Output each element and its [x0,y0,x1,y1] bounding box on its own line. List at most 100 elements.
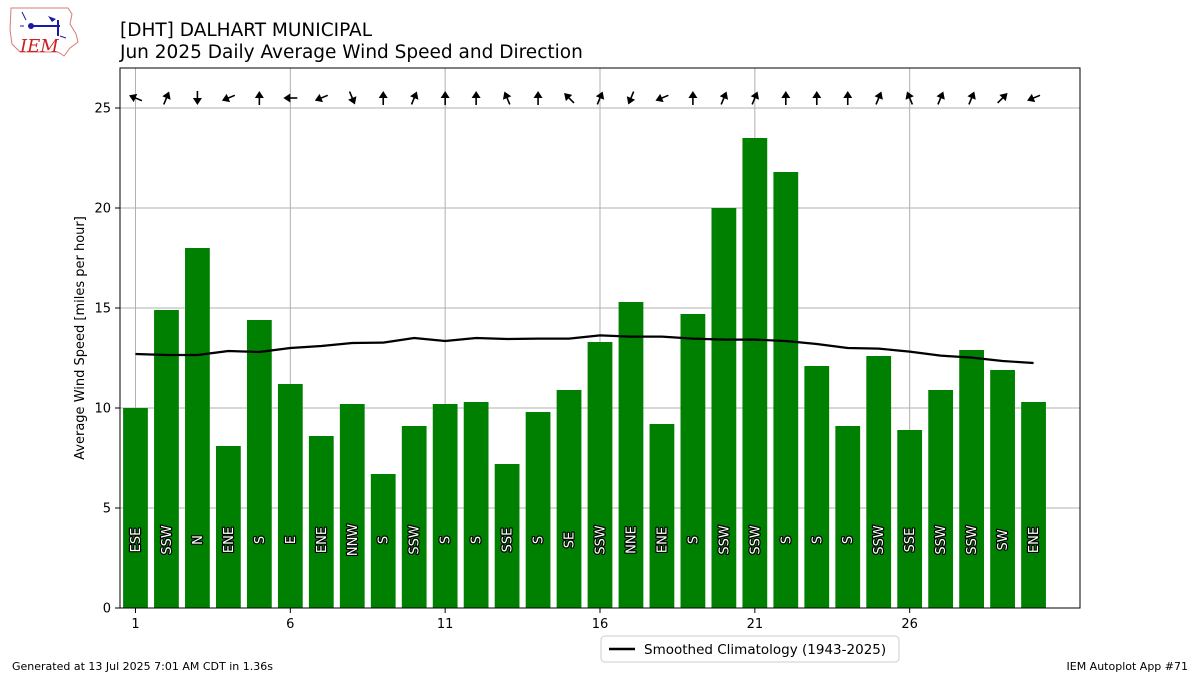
climatology-line [135,334,1034,365]
direction-label: SW [996,529,1011,550]
direction-label: S [439,536,454,544]
wind-arrow [843,91,853,105]
wind-arrow [502,91,512,105]
direction-label: S [779,536,794,544]
wind-arrow [936,91,945,105]
direction-label: S [470,536,485,544]
bar [525,412,551,608]
wind-arrow-head [471,91,481,98]
wind-arrow-head [655,93,664,103]
wind-arrow [781,91,791,105]
wind-arrow-head [595,91,605,100]
direction-label: SSE [501,528,516,553]
wind-arrow-head [192,98,202,105]
iem-weather-station-logo-icon [9,7,79,57]
bar [185,248,210,608]
wind-arrow-head [688,91,698,98]
wind-arrow [1027,93,1041,103]
wind-arrow-head [905,91,914,100]
direction-label: SSW [872,525,887,555]
bar [928,390,954,608]
legend-box [600,635,900,663]
direction-label: E [284,536,299,544]
direction-label: SE [563,532,578,548]
bar [804,366,830,608]
wind-arrow [812,91,822,105]
x-tick-label: 6 [286,617,294,632]
wind-arrow [688,91,698,105]
climatology-series [135,334,1034,365]
wind-arrow [221,93,236,103]
bar-series [123,138,1046,608]
direction-label: ENE [655,527,670,553]
direction-label: S [532,536,547,544]
wind-arrow-head [348,96,357,105]
wind-arrow-head [1027,93,1036,103]
wind-arrow [626,91,636,105]
bar [897,430,923,608]
wind-arrow-head [936,91,945,100]
x-tick-label: 21 [747,617,764,632]
direction-label: ESE [129,528,144,553]
bar [463,402,489,608]
direction-label: SSW [965,525,980,555]
wind-arrow-head [564,93,573,102]
wind-arrow-head [999,93,1008,102]
direction-label: SSW [594,525,609,555]
bar [308,436,334,608]
wind-arrow [314,93,329,103]
bar [216,446,241,608]
bar [618,302,644,608]
legend: Smoothed Climatology (1943-2025) [600,635,900,663]
direction-label: ENE [1027,527,1042,553]
wind-arrow-head [874,91,883,100]
bar [649,424,675,608]
wind-arrow-head [162,91,171,100]
bar [123,408,148,608]
direction-label: SSW [934,525,949,555]
direction-label: S [253,536,268,544]
wind-arrow [874,91,883,105]
wind-arrow [533,91,543,105]
wind-arrow [655,93,669,103]
bar [277,384,303,608]
wind-arrow-head [502,91,512,100]
y-tick-label: 5 [103,502,111,517]
bar [773,172,799,608]
chart-title-line1: [DHT] DALHART MUNICIPAL [120,20,373,41]
wind-arrow-head [781,91,791,98]
iem-logo-text: IEM [19,36,59,57]
y-axis-ticks: 0 5 10 15 20 25 [94,102,120,617]
wind-arrow [348,91,357,105]
legend-label-climatology: Smoothed Climatology (1943-2025) [644,642,886,658]
wind-arrow [967,91,976,105]
direction-label: ENE [315,527,330,553]
direction-label: N [191,535,206,545]
wind-arrow-head [129,93,138,103]
bar [835,426,861,608]
wind-arrow [254,91,264,105]
y-tick-label: 10 [94,402,111,417]
bar [742,138,768,608]
bar [246,320,272,608]
wind-arrow-head [812,91,822,98]
footer-generated: Generated at 13 Jul 2025 7:01 AM CDT in … [12,660,273,673]
wind-arrow [283,93,298,103]
x-tick-label: 26 [901,617,918,632]
wind-arrow [162,91,171,105]
bar [711,208,737,608]
wind-arrow [719,91,729,105]
x-axis-ticks: 1 6 11 16 21 26 [131,608,918,632]
wind-arrow [564,93,575,104]
direction-label: S [841,536,856,544]
y-tick-label: 0 [103,602,111,617]
direction-label: SSW [408,525,423,555]
bar [1021,402,1046,608]
wind-direction-arrows [129,91,1041,105]
wind-arrow [129,93,143,103]
bar [339,404,365,608]
x-tick-label: 11 [437,617,454,632]
wind-arrow-head [440,91,450,98]
wind-arrow [595,91,605,105]
